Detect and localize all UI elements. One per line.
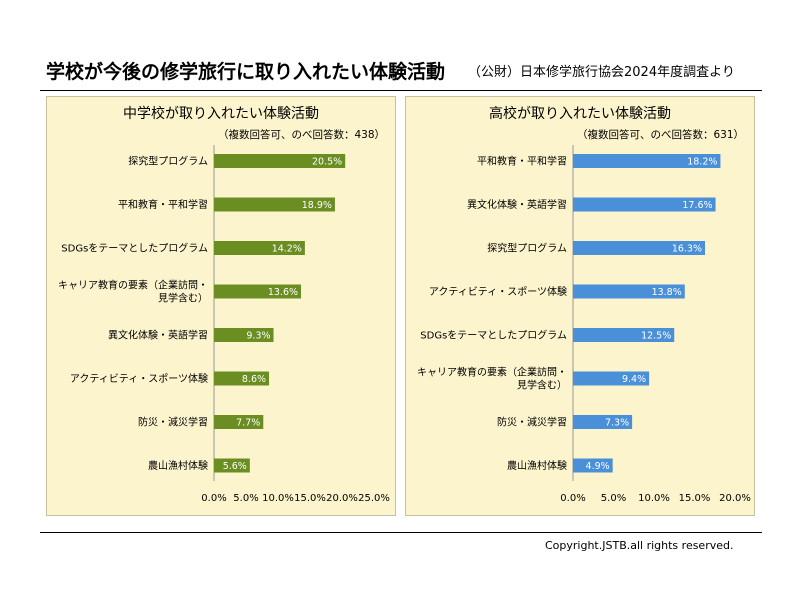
- junior-high-value-label: 5.6%: [223, 461, 247, 472]
- high-school-bar: [573, 197, 716, 212]
- high-school-bar: [573, 415, 633, 429]
- high-school-value-label: 16.3%: [672, 244, 702, 255]
- high-school-x-tick-label: 15.0%: [679, 493, 711, 504]
- junior-high-chart-subtitle: （複数回答可、のべ回答数：438）: [217, 129, 385, 141]
- junior-high-value-label: 14.2%: [272, 244, 302, 255]
- junior-high-category-label: 異文化体験・英語学習: [108, 329, 208, 342]
- high-school-bar: [573, 284, 685, 299]
- source-note: （公財）日本修学旅行協会2024年度調査より: [468, 65, 735, 80]
- high-school-x-tick-label: 5.0%: [601, 493, 626, 504]
- high-school-chart-title: 高校が取り入れたい体験活動: [489, 106, 671, 122]
- junior-high-x-tick-label: 5.0%: [233, 493, 258, 504]
- copyright-notice: Copyright.JSTB.all rights reserved.: [545, 539, 734, 552]
- high-school-category-label: キャリア教育の要素（企業訪問・: [417, 366, 567, 379]
- high-school-chart-panel: 高校が取り入れたい体験活動 （複数回答可、のべ回答数：631） 18.2% 平和教…: [405, 96, 755, 516]
- junior-high-category-label: アクティビティ・スポーツ体験: [70, 372, 208, 385]
- junior-high-x-tick-label: 25.0%: [358, 493, 390, 504]
- high-school-value-label: 7.3%: [605, 418, 629, 429]
- top-divider: [40, 90, 762, 91]
- high-school-value-label: 18.2%: [687, 157, 717, 168]
- junior-high-value-label: 13.6%: [268, 287, 298, 298]
- high-school-category-label: 平和教育・平和学習: [477, 155, 567, 168]
- junior-high-value-label: 8.6%: [242, 374, 266, 385]
- high-school-x-tick-label: 10.0%: [638, 493, 670, 504]
- junior-high-category-label: 農山漁村体験: [148, 459, 208, 472]
- junior-high-value-label: 20.5%: [312, 157, 342, 168]
- junior-high-chart-title: 中学校が取り入れたい体験活動: [123, 106, 319, 122]
- junior-high-category-label: 平和教育・平和学習: [118, 198, 208, 211]
- high-school-x-tick-label: 20.0%: [719, 493, 751, 504]
- junior-high-value-label: 9.3%: [246, 331, 270, 342]
- high-school-category-label: 防災・減災学習: [497, 416, 567, 429]
- high-school-value-label: 9.4%: [622, 374, 646, 385]
- high-school-category-label: 探究型プログラム: [487, 242, 567, 255]
- junior-high-x-tick-label: 10.0%: [262, 493, 294, 504]
- high-school-category-label: 見学含む）: [517, 379, 567, 392]
- bottom-divider: [40, 532, 762, 533]
- junior-high-bar: [214, 328, 274, 342]
- junior-high-bar: [214, 458, 250, 473]
- high-school-category-label: 農山漁村体験: [507, 459, 567, 472]
- high-school-bar: [573, 371, 650, 386]
- junior-high-chart-panel: 中学校が取り入れたい体験活動 （複数回答可、のべ回答数：438） 20.5% 探究…: [46, 96, 396, 516]
- junior-high-value-label: 7.7%: [236, 418, 260, 429]
- junior-high-bar: [214, 197, 335, 212]
- junior-high-bar: [214, 284, 302, 299]
- high-school-value-label: 4.9%: [586, 461, 610, 472]
- junior-high-bar: [214, 415, 264, 429]
- high-school-x-tick-label: 0.0%: [560, 493, 585, 504]
- high-school-bar: [573, 241, 706, 255]
- high-school-category-label: SDGsをテーマとしたプログラム: [420, 329, 567, 342]
- junior-high-category-label: 見学含む）: [158, 292, 208, 305]
- junior-high-value-label: 18.9%: [302, 200, 332, 211]
- junior-high-bar: [214, 241, 305, 255]
- junior-high-x-tick-label: 20.0%: [326, 493, 358, 504]
- high-school-category-label: アクティビティ・スポーツ体験: [429, 285, 567, 298]
- junior-high-category-label: SDGsをテーマとしたプログラム: [61, 242, 208, 255]
- high-school-bar-chart: 18.2% 平和教育・平和学習 17.6% 異文化体験・英語学習 16.3% 探究型プログ…: [417, 145, 751, 504]
- junior-high-bar-chart: 20.5% 探究型プログラム 18.9% 平和教育・平和学習 14.2% SDGsをテーマ…: [58, 145, 390, 504]
- page-title: 学校が今後の修学旅行に取り入れたい体験活動: [46, 61, 446, 83]
- high-school-value-label: 13.8%: [652, 287, 682, 298]
- high-school-value-label: 17.6%: [682, 200, 712, 211]
- high-school-value-label: 12.5%: [641, 331, 671, 342]
- high-school-category-label: 異文化体験・英語学習: [467, 198, 567, 211]
- junior-high-bar: [214, 154, 346, 168]
- junior-high-category-label: 探究型プログラム: [128, 155, 208, 168]
- junior-high-bar: [214, 371, 270, 386]
- high-school-bar: [573, 458, 613, 473]
- junior-high-category-label: 防災・減災学習: [138, 416, 208, 429]
- high-school-chart-subtitle: （複数回答可、のべ回答数：631）: [576, 129, 744, 141]
- junior-high-x-tick-label: 15.0%: [294, 493, 326, 504]
- junior-high-category-label: キャリア教育の要素（企業訪問・: [58, 279, 208, 292]
- high-school-bar: [573, 328, 675, 342]
- junior-high-x-tick-label: 0.0%: [201, 493, 226, 504]
- high-school-bar: [573, 154, 721, 168]
